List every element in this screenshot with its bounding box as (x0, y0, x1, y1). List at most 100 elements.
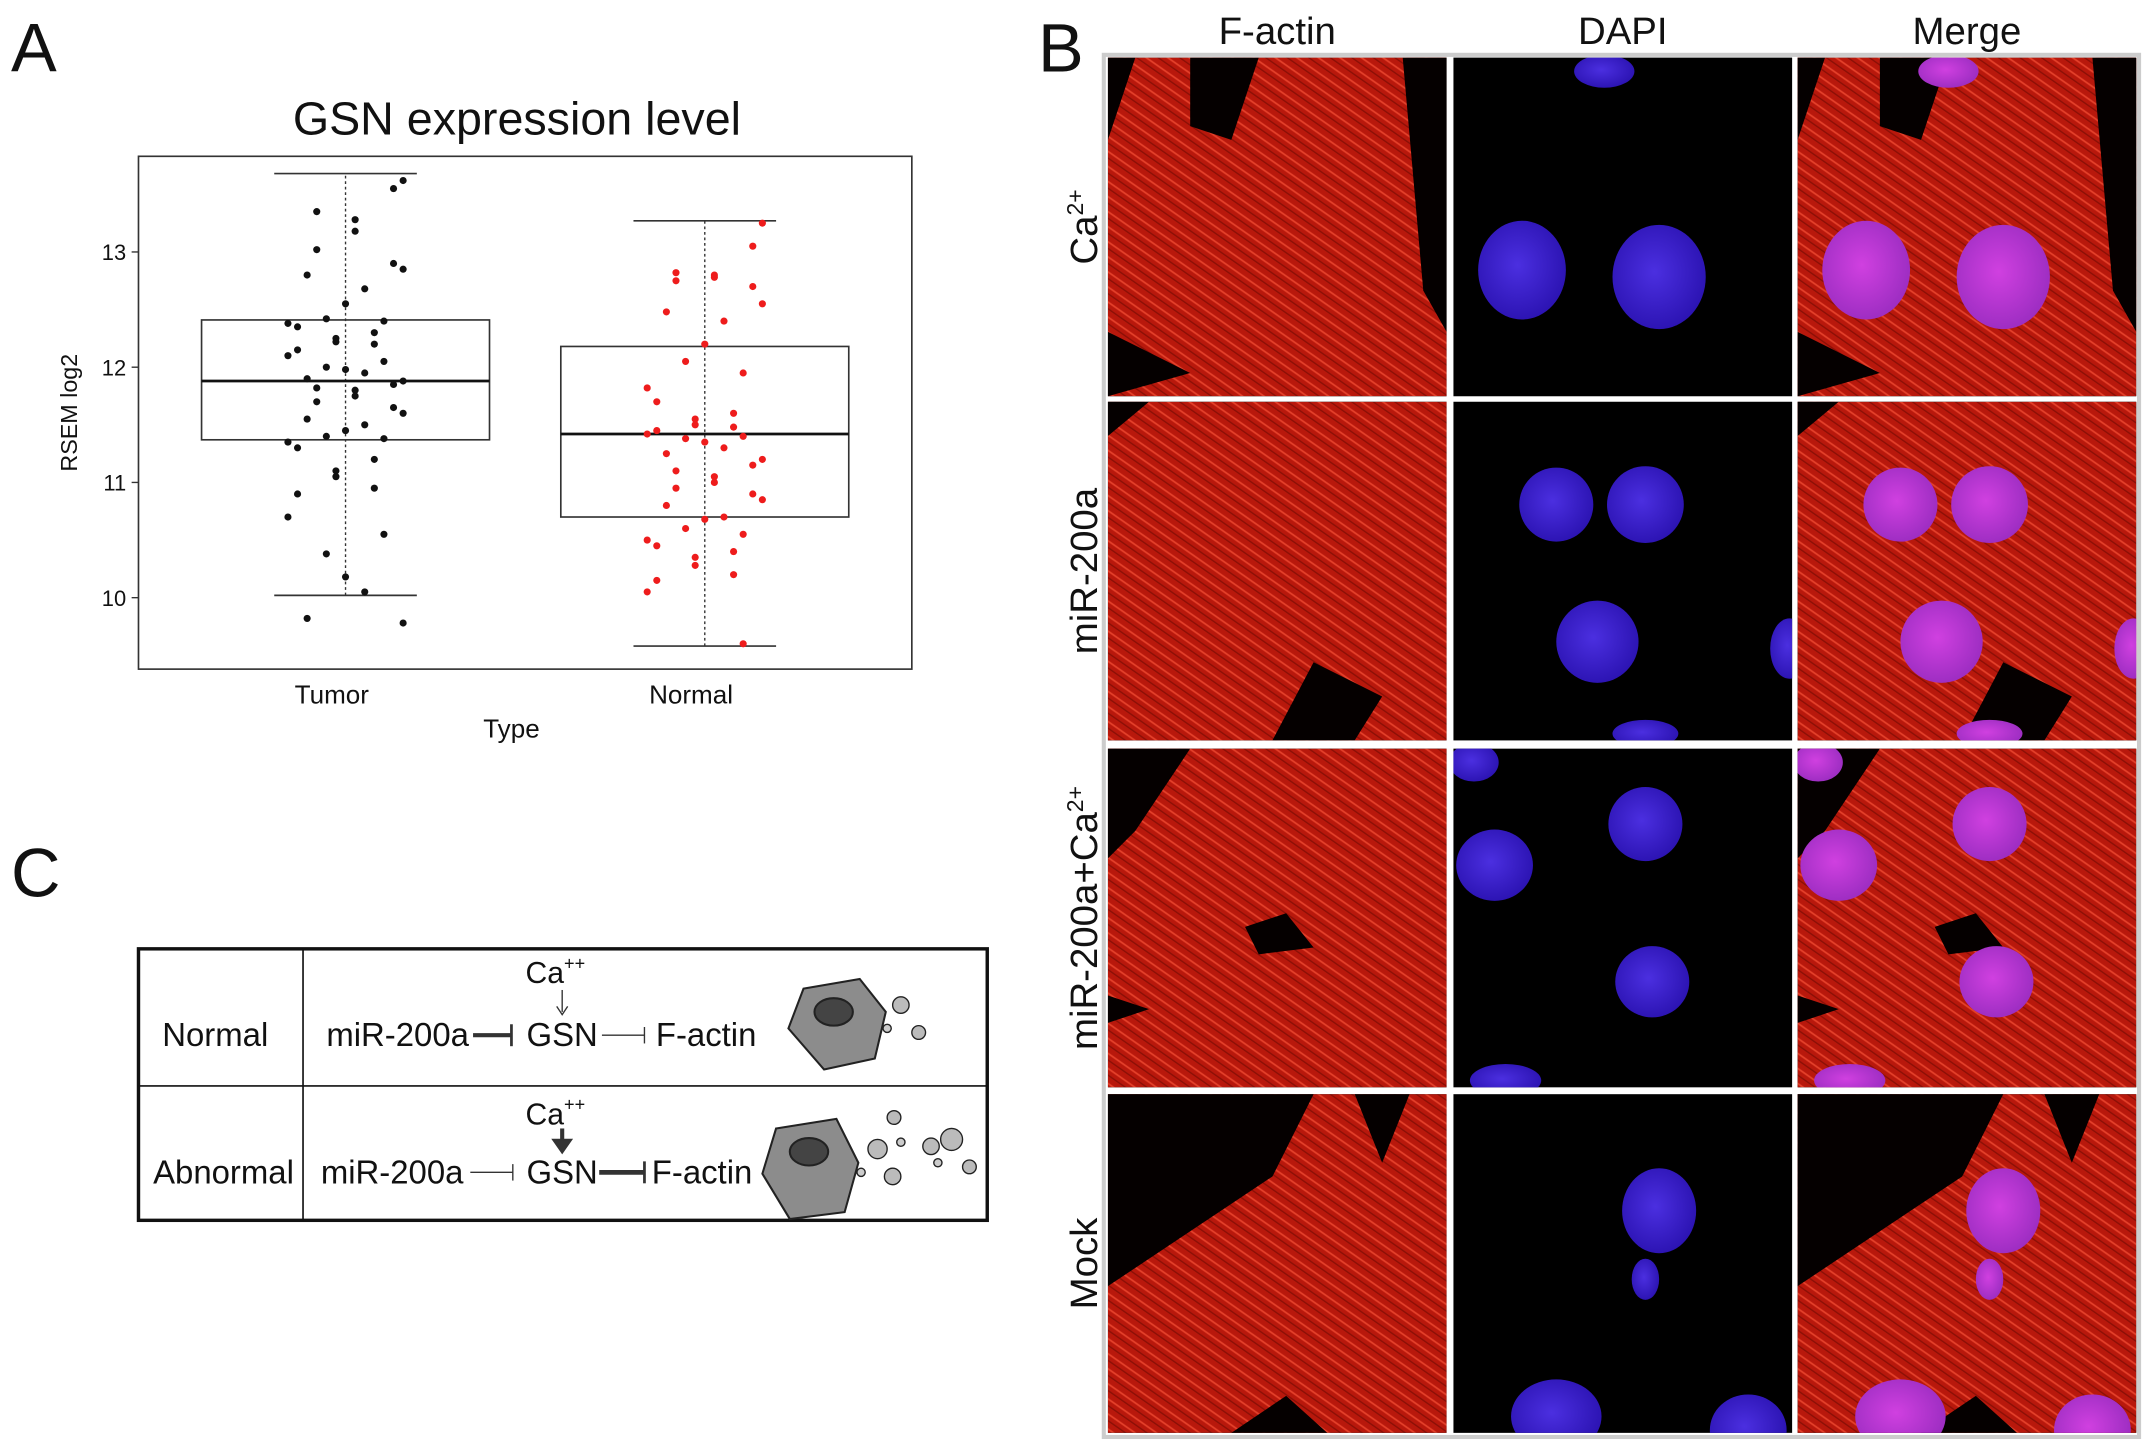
cell-gap (1797, 995, 1839, 1023)
nucleus (1966, 1168, 2041, 1254)
micrograph (1107, 401, 1447, 741)
data-point (303, 415, 311, 423)
data-point (672, 467, 680, 475)
data-point (643, 588, 651, 596)
data-point (730, 548, 738, 556)
micrograph-content (1797, 1094, 2137, 1433)
data-point (322, 432, 330, 440)
data-point (322, 550, 330, 558)
y-tick-label: 10 (102, 586, 126, 611)
micrograph (1797, 1094, 2137, 1433)
data-point (730, 423, 738, 431)
data-point (749, 242, 757, 250)
micrograph (1453, 57, 1793, 397)
data-point (284, 352, 292, 360)
data-point (313, 384, 321, 392)
cell-gap (1934, 913, 2004, 955)
ion-sup: ++ (564, 953, 585, 973)
y-tick-label: 13 (102, 240, 126, 265)
data-point (672, 484, 680, 492)
nucleus (1622, 1168, 1697, 1254)
data-point (758, 496, 766, 504)
nucleus (1456, 829, 1533, 901)
nucleus (1519, 467, 1594, 542)
data-point (370, 484, 378, 492)
nucleus (1900, 600, 1983, 683)
nucleus (1631, 1258, 1660, 1300)
data-point (710, 478, 718, 487)
nucleus (2114, 618, 2137, 679)
data-point (682, 357, 690, 366)
y-tick-label: 11 (103, 471, 126, 496)
data-point (322, 363, 330, 371)
micrograph-content (1453, 748, 1690, 1088)
x-tick-label: Tumor (295, 679, 370, 709)
target: GSN (527, 1016, 598, 1053)
data-point (758, 300, 766, 308)
nucleus (1608, 787, 1683, 862)
nucleus (1800, 829, 1878, 901)
data-point (332, 467, 340, 475)
data-point (682, 524, 690, 533)
data-point (361, 285, 369, 293)
data-point (284, 319, 292, 327)
diagram-frame (136, 947, 989, 1223)
x-axis-label: Type (483, 714, 539, 744)
row-label: miR-200a (1063, 487, 1106, 654)
data-point (293, 323, 302, 331)
actin (1797, 401, 2137, 741)
data-point (653, 542, 661, 550)
data-point (284, 438, 292, 446)
plot-frame (137, 155, 913, 670)
data-point (399, 409, 407, 417)
nucleus (1951, 466, 2028, 543)
data-point (380, 435, 388, 443)
row-label: Normal (162, 1016, 268, 1053)
data-point (370, 340, 378, 348)
data-point (399, 176, 407, 185)
data-point (662, 450, 670, 458)
nucleus (1952, 787, 2027, 862)
data-point (662, 501, 670, 510)
nucleus (1574, 57, 1635, 88)
micrograph (1797, 401, 2137, 741)
nucleus (1822, 220, 1911, 320)
cell-gap (1245, 913, 1314, 955)
data-point (361, 588, 369, 596)
ion: Ca++ (525, 1095, 585, 1132)
data-point (739, 640, 747, 648)
data-point (322, 315, 330, 323)
nucleus (1607, 466, 1684, 543)
data-point (739, 369, 747, 377)
data-point (380, 317, 388, 325)
row-label: Ca2+ (1062, 189, 1106, 264)
data-point (389, 185, 398, 193)
nucleus (1975, 1258, 2004, 1300)
data-point (758, 219, 766, 227)
data-point (389, 259, 398, 268)
cell-gap (1107, 995, 1150, 1023)
ion-main: Ca (525, 1098, 564, 1131)
data-point (643, 430, 651, 438)
cell-gap (1797, 331, 1880, 397)
row-label-sup: 2+ (1062, 189, 1088, 215)
cell-gap (1272, 662, 1383, 741)
data-point (332, 338, 340, 346)
data-point (341, 573, 350, 581)
panel-letter: B (1038, 9, 1084, 86)
chart-title: GSN expression level (293, 92, 741, 144)
column-label: DAPI (1578, 10, 1668, 53)
nucleus (1855, 1379, 1946, 1433)
micrograph-bg (1453, 1094, 1793, 1433)
data-point (351, 392, 359, 400)
data-point (739, 530, 747, 538)
y-tick-label: 12 (102, 355, 126, 380)
data-point (691, 415, 699, 423)
data-point (313, 208, 321, 216)
data-point (399, 377, 407, 385)
data-point (730, 571, 738, 579)
micrograph-content (1107, 401, 1447, 741)
micrograph-content (1107, 1094, 1447, 1433)
data-point (389, 403, 398, 412)
